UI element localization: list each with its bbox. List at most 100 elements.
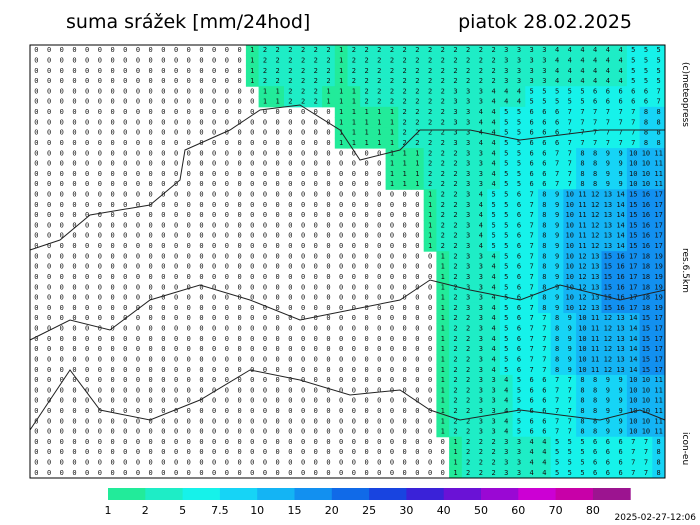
cell-value: 0 [352,355,356,363]
cell-value: 2 [453,263,457,271]
cell-value: 0 [85,428,89,436]
cell-value: 6 [517,263,521,271]
cell-value: 2 [466,345,470,353]
cell-value: 0 [326,211,330,219]
cell-value: 0 [288,252,292,260]
precip-cell [601,313,615,324]
cell-value: 3 [453,98,457,106]
cell-value: 0 [263,294,267,302]
cell-value: 0 [288,108,292,116]
cell-value: 11 [578,232,586,240]
cell-value: 0 [352,407,356,415]
cell-value: 3 [491,428,495,436]
cell-value: 3 [466,304,470,312]
cell-value: 0 [34,46,38,54]
cell-value: 0 [47,242,51,250]
precip-cell [576,240,590,252]
precip-cell [487,179,501,190]
cell-value: 0 [364,428,368,436]
precip-cell [588,395,602,407]
cell-value: 9 [606,428,610,436]
cell-value: 0 [60,232,64,240]
cell-value: 0 [98,190,102,198]
cell-value: 0 [428,314,432,322]
precip-cell [423,96,437,108]
cell-value: 6 [593,459,597,467]
precip-cell [461,45,475,56]
precip-cell [499,117,514,128]
cell-value: 0 [403,314,407,322]
cell-value: 0 [428,263,432,271]
cell-value: 10 [629,428,637,436]
precip-cell [563,168,577,180]
precip-cell [538,148,552,159]
cell-value: 0 [123,87,127,95]
cell-value: 0 [314,294,318,302]
precip-cell [461,271,475,283]
cell-value: 3 [466,190,470,198]
cell-value: 6 [542,417,546,425]
cell-value: 0 [390,366,394,374]
cell-value: 4 [593,67,597,75]
cell-value: 2 [466,335,470,343]
cell-value: 0 [72,221,76,229]
precip-cell [385,65,399,77]
cell-value: 0 [34,118,38,126]
cell-value: 0 [403,304,407,312]
cell-value: 0 [149,304,153,312]
cell-value: 0 [174,201,178,209]
precip-cell [449,106,463,118]
cell-value: 7 [542,355,546,363]
cell-value: 0 [47,77,51,85]
cell-value: 0 [364,180,368,188]
precip-cell [601,323,615,335]
precip-cell [449,117,463,128]
cell-value: 0 [161,304,165,312]
cell-value: 5 [555,98,559,106]
cell-value: 0 [34,242,38,250]
cell-value: 2 [415,108,419,116]
cell-value: 0 [339,294,343,302]
cell-value: 10 [629,376,637,384]
precip-cell [512,364,526,376]
cell-value: 2 [466,77,470,85]
precip-cell [499,405,514,417]
cell-value: 0 [415,407,419,415]
cell-value: 18 [642,252,650,260]
cell-value: 0 [276,366,280,374]
cell-value: 0 [314,376,318,384]
precip-cell [550,364,564,376]
cell-value: 0 [149,283,153,291]
cell-value: 7 [631,438,635,446]
precip-cell [576,106,590,118]
precip-cell [423,240,437,252]
cell-value: 3 [504,67,508,75]
cell-value: 0 [326,190,330,198]
precip-cell [550,240,564,252]
precip-cell [360,75,374,87]
cell-value: 0 [415,345,419,353]
cell-value: 5 [491,201,495,209]
cell-value: 0 [161,77,165,85]
precip-cell [538,282,552,293]
cell-value: 0 [237,314,241,322]
colorbar-label: 1 [105,504,112,517]
precip-cell [538,96,552,108]
cell-value: 10 [642,170,650,178]
cell-value: 13 [616,335,624,343]
precip-cell [487,313,501,324]
cell-value: 0 [212,170,216,178]
precip-cell [474,395,488,407]
cell-value: 0 [98,232,102,240]
cell-value: 4 [504,386,508,394]
precip-cell [538,302,552,314]
cell-value: 6 [555,118,559,126]
cell-value: 0 [263,428,267,436]
map-frame [29,44,666,479]
cell-value: 1 [390,118,394,126]
precip-cell [474,416,488,427]
cell-value: 2 [453,211,457,219]
precip-cell [588,261,602,273]
cell-value: 0 [60,221,64,229]
cell-value: 0 [47,221,51,229]
